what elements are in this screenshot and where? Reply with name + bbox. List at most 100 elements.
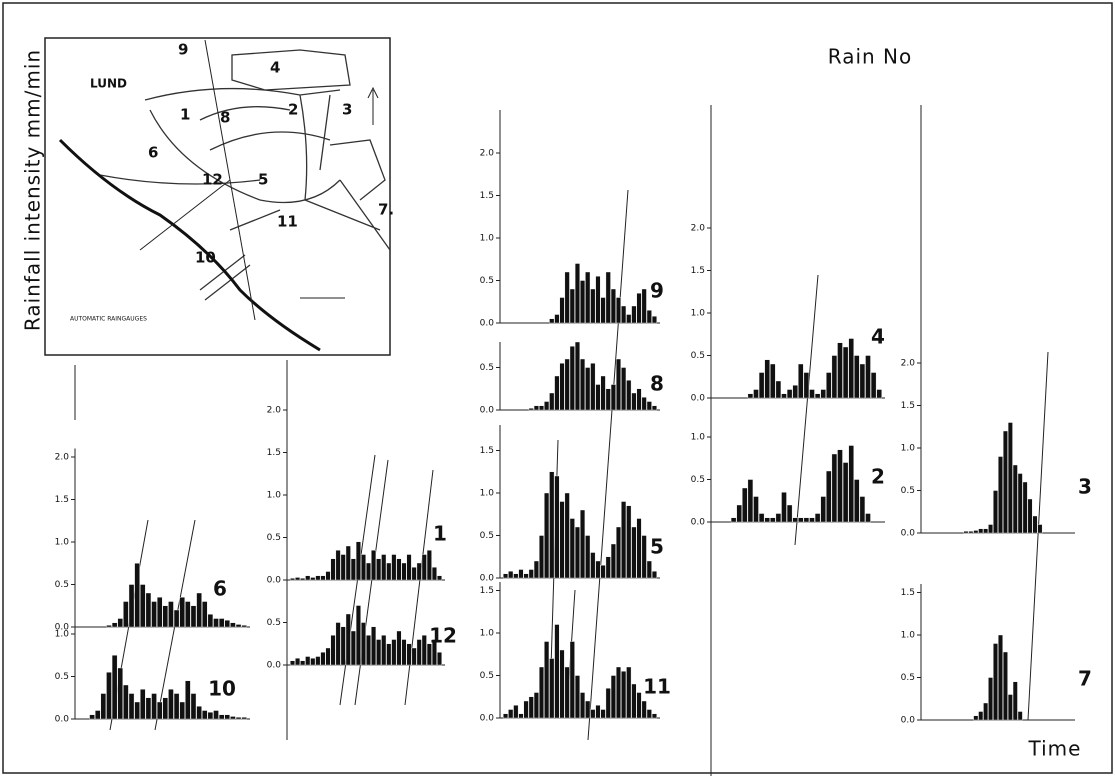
bar (300, 578, 306, 581)
y-tick-label: 2.0 (691, 224, 706, 234)
bar (345, 613, 351, 666)
bar (421, 635, 427, 666)
bar (320, 575, 326, 581)
bar (580, 358, 586, 411)
bar (758, 372, 765, 399)
y-tick-label: 0.0 (480, 319, 495, 329)
bar (564, 492, 570, 579)
bar (140, 584, 146, 628)
bar (549, 658, 555, 719)
gauge-number: 11 (643, 675, 671, 699)
bar (798, 363, 804, 399)
bar (1002, 651, 1008, 721)
bar (111, 655, 118, 720)
y-tick-label: 1.5 (480, 586, 494, 596)
bar (626, 314, 632, 324)
y-tick-label: 0.5 (691, 351, 705, 361)
bar (544, 401, 550, 411)
bar (600, 297, 606, 324)
bar (416, 562, 422, 581)
north-arrow (367, 86, 379, 125)
bar (993, 643, 998, 721)
y-tick-label: 1.5 (901, 588, 915, 598)
bar (213, 618, 219, 628)
bar (106, 672, 112, 720)
gauge-label: 1 (180, 106, 190, 124)
bar (621, 305, 627, 324)
lag-line (794, 274, 819, 546)
bar (564, 666, 570, 719)
bar (202, 601, 208, 628)
y-tick-label: 0.0 (480, 574, 495, 584)
bar (574, 675, 580, 719)
bar (1007, 422, 1013, 534)
y-tick-label: 1.0 (480, 234, 495, 244)
lag-line (587, 189, 629, 741)
gauge-number: 3 (1078, 475, 1092, 499)
bar (538, 535, 545, 579)
bar (605, 556, 611, 579)
bar (315, 656, 321, 666)
gauge-number: 6 (213, 577, 227, 601)
bar (983, 702, 989, 721)
y-tick-label: 0.0 (691, 518, 706, 528)
bar (315, 575, 321, 581)
rain-panel: 0.0 0.5 1.0 1.5 2.0 6 (55, 448, 250, 633)
bar (549, 392, 555, 411)
gauge-label: 3 (342, 101, 352, 119)
bar (503, 573, 509, 579)
bar (809, 389, 815, 399)
bar (798, 517, 804, 523)
bar (651, 405, 657, 411)
gauge-number: 12 (429, 624, 457, 648)
y-tick-label: 0.0 (901, 716, 916, 726)
gauge-label: 6 (148, 144, 158, 162)
y-tick-label: 2.0 (480, 149, 495, 159)
bar (848, 445, 854, 523)
bar (533, 405, 539, 411)
bar (235, 624, 242, 628)
bar (508, 709, 514, 719)
bar (559, 649, 565, 719)
rain-panel: 0.0 0.5 1.0 2 (691, 420, 885, 528)
bar (117, 618, 123, 628)
y-tick-label: 2.0 (901, 359, 916, 369)
bar (406, 643, 412, 666)
bar (610, 288, 616, 324)
bar (978, 711, 984, 721)
bar (595, 276, 601, 324)
bar (355, 605, 361, 666)
y-tick-label: 0.0 (55, 623, 70, 633)
y-tick-label: 0.0 (55, 715, 70, 725)
rain-panel: 0.0 0.5 1.0 1.5 2.0 4 (691, 211, 885, 404)
map-title: LUND (90, 77, 127, 91)
bar (295, 658, 301, 666)
y-tick-label: 0.5 (480, 363, 494, 373)
bar (549, 318, 555, 324)
bar (631, 392, 637, 411)
y-tick-label: 0.5 (480, 276, 494, 286)
rain-panel: 0.0 0.5 1.0 1.5 2.0 1 (267, 401, 447, 586)
bar (781, 393, 787, 399)
bar (350, 558, 356, 581)
bar (580, 509, 586, 579)
bar (770, 517, 776, 523)
map: LUND 1 2 3 4 5 6 7. 8 9 10 11 12 AUTOMAT… (44, 37, 394, 356)
bar (569, 346, 575, 411)
bar (590, 363, 596, 411)
bar (651, 713, 657, 719)
bar (636, 518, 642, 579)
map-rail (139, 179, 231, 251)
bar (330, 558, 336, 581)
bar (528, 408, 534, 411)
bar (391, 554, 397, 581)
gauge-label: 11 (277, 213, 298, 231)
bar (554, 375, 560, 411)
gauge-number: 7 (1078, 667, 1092, 691)
bar (523, 573, 529, 579)
bar (610, 675, 616, 719)
y-tick-label: 1.5 (55, 495, 69, 505)
bar (758, 513, 765, 523)
bar (605, 388, 611, 411)
bar (809, 517, 815, 523)
